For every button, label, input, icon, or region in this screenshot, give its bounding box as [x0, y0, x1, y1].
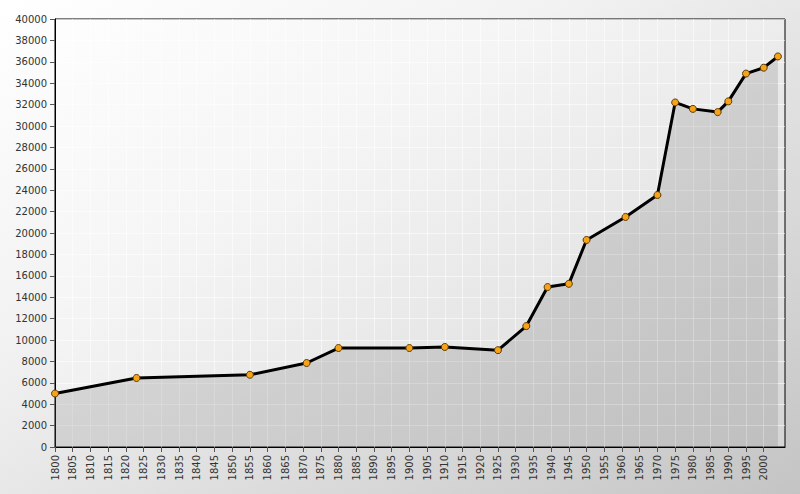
svg-text:40000: 40000: [15, 14, 47, 25]
svg-text:6000: 6000: [22, 377, 47, 388]
svg-text:30000: 30000: [15, 121, 47, 132]
svg-text:22000: 22000: [15, 206, 47, 217]
svg-text:1825: 1825: [138, 455, 149, 480]
svg-text:1830: 1830: [156, 455, 167, 480]
svg-text:1995: 1995: [741, 455, 752, 480]
svg-text:1935: 1935: [528, 455, 539, 480]
svg-text:1845: 1845: [209, 455, 220, 480]
svg-text:18000: 18000: [15, 249, 47, 260]
svg-text:1800: 1800: [50, 455, 61, 480]
svg-text:10000: 10000: [15, 335, 47, 346]
svg-text:1895: 1895: [386, 455, 397, 480]
svg-text:1810: 1810: [85, 455, 96, 480]
svg-text:0: 0: [41, 442, 47, 453]
svg-text:12000: 12000: [15, 313, 47, 324]
svg-text:28000: 28000: [15, 142, 47, 153]
svg-text:1945: 1945: [563, 455, 574, 480]
svg-text:1820: 1820: [120, 455, 131, 480]
svg-text:1915: 1915: [457, 455, 468, 480]
svg-text:1920: 1920: [475, 455, 486, 480]
svg-text:1980: 1980: [687, 455, 698, 480]
svg-text:1890: 1890: [368, 455, 379, 480]
svg-text:1940: 1940: [546, 455, 557, 480]
svg-text:1850: 1850: [227, 455, 238, 480]
svg-text:20000: 20000: [15, 228, 47, 239]
svg-text:1925: 1925: [492, 455, 503, 480]
svg-text:14000: 14000: [15, 292, 47, 303]
svg-text:1870: 1870: [298, 455, 309, 480]
svg-text:1835: 1835: [174, 455, 185, 480]
svg-text:1955: 1955: [599, 455, 610, 480]
svg-text:1875: 1875: [315, 455, 326, 480]
svg-text:1885: 1885: [351, 455, 362, 480]
svg-text:1990: 1990: [723, 455, 734, 480]
svg-text:1970: 1970: [652, 455, 663, 480]
svg-text:1880: 1880: [333, 455, 344, 480]
svg-text:1950: 1950: [581, 455, 592, 480]
svg-text:1860: 1860: [262, 455, 273, 480]
svg-text:2000: 2000: [22, 420, 47, 431]
svg-text:24000: 24000: [15, 185, 47, 196]
svg-text:4000: 4000: [22, 399, 47, 410]
svg-text:1905: 1905: [422, 455, 433, 480]
svg-text:32000: 32000: [15, 99, 47, 110]
svg-text:26000: 26000: [15, 163, 47, 174]
svg-text:1840: 1840: [191, 455, 202, 480]
svg-text:1805: 1805: [67, 455, 78, 480]
svg-text:1930: 1930: [510, 455, 521, 480]
svg-text:1865: 1865: [280, 455, 291, 480]
svg-text:2000: 2000: [758, 455, 769, 480]
svg-text:1985: 1985: [705, 455, 716, 480]
svg-text:1975: 1975: [670, 455, 681, 480]
svg-text:1815: 1815: [103, 455, 114, 480]
svg-text:1960: 1960: [616, 455, 627, 480]
svg-text:38000: 38000: [15, 35, 47, 46]
svg-text:1855: 1855: [244, 455, 255, 480]
svg-text:36000: 36000: [15, 56, 47, 67]
svg-text:16000: 16000: [15, 270, 47, 281]
svg-text:1910: 1910: [439, 455, 450, 480]
svg-text:8000: 8000: [22, 356, 47, 367]
svg-text:1965: 1965: [634, 455, 645, 480]
svg-text:34000: 34000: [15, 78, 47, 89]
svg-text:1900: 1900: [404, 455, 415, 480]
